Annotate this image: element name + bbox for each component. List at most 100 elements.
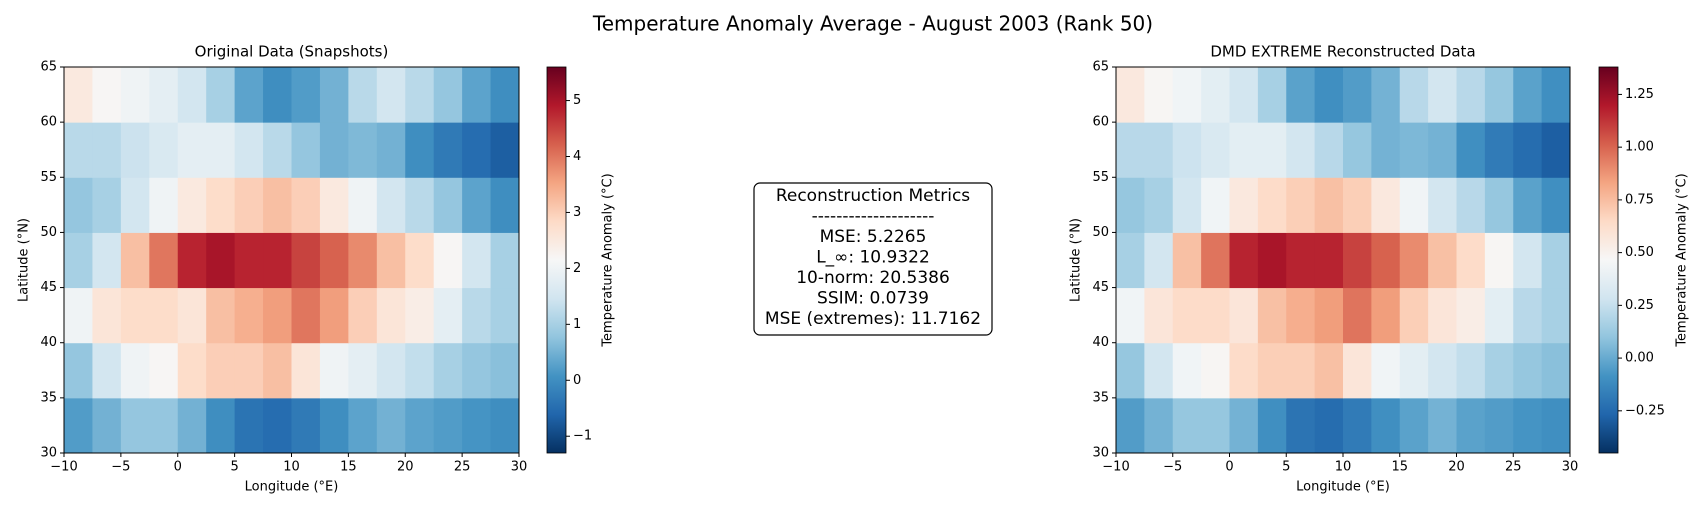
heatmap-cell <box>263 67 292 123</box>
metrics-line: -------------------- <box>812 207 935 227</box>
heatmap-cell <box>1257 67 1287 123</box>
heatmap-cell <box>206 397 236 454</box>
heatmap-cell <box>1428 177 1457 233</box>
heatmap-cell <box>1201 287 1230 344</box>
heatmap-cell <box>1229 177 1259 233</box>
heatmap-cell <box>177 342 207 399</box>
heatmap-cell <box>206 342 236 399</box>
heatmap-cell <box>433 287 463 344</box>
heatmap-cell <box>405 232 435 289</box>
heatmap-cell <box>1229 67 1259 123</box>
x-tick-label: −10 <box>50 460 77 475</box>
heatmap-cell <box>291 67 321 123</box>
heatmap-cell <box>1399 122 1429 178</box>
heatmap-cell <box>405 67 435 123</box>
heatmap-cell <box>462 122 492 178</box>
heatmap-cell <box>405 397 435 454</box>
heatmap-cell <box>462 177 492 233</box>
y-tick-label: 35 <box>40 390 57 405</box>
heatmap-cell <box>1399 67 1429 123</box>
colorbar-tick-label: 0.25 <box>1625 298 1654 313</box>
heatmap-cell <box>177 287 207 344</box>
heatmap-cell <box>1513 287 1543 344</box>
heatmap-cell <box>348 122 378 178</box>
heatmap-cell <box>319 177 349 233</box>
x-tick-label: 30 <box>1562 460 1579 475</box>
colorbar-tick-label: 1 <box>573 317 581 332</box>
y-tick-label: 50 <box>1092 225 1109 240</box>
heatmap-cell <box>1201 177 1230 233</box>
heatmap-cell <box>92 397 122 454</box>
heatmap-cell <box>319 67 349 123</box>
heatmap-cell <box>1257 232 1287 289</box>
x-axis-label: Longitude (°E) <box>1296 480 1390 495</box>
heatmap-cell <box>1172 232 1202 289</box>
heatmap-cell <box>1229 122 1259 178</box>
y-tick-label: 35 <box>1092 390 1109 405</box>
colorbar-tick-label: 2 <box>573 261 581 276</box>
heatmap-cell <box>1343 67 1372 123</box>
colorbar-tick-label: 4 <box>573 149 581 164</box>
heatmap-cell <box>1428 232 1457 289</box>
heatmap-cell <box>120 67 150 123</box>
heatmap-cell <box>1484 232 1514 289</box>
heatmap-cell <box>1484 342 1514 399</box>
heatmap-cell <box>405 287 435 344</box>
heatmap-cell <box>462 67 492 123</box>
heatmap-cell <box>177 67 207 123</box>
heatmap-cell <box>1343 177 1372 233</box>
y-tick-label: 30 <box>1092 446 1109 461</box>
heatmap-cell <box>376 287 406 344</box>
heatmap-cell <box>490 287 520 344</box>
y-tick-label: 30 <box>40 446 57 461</box>
x-tick-label: 15 <box>1391 460 1408 475</box>
heatmap-cell <box>462 287 492 344</box>
heatmap-cell <box>1144 232 1174 289</box>
heatmap-cell <box>1371 232 1401 289</box>
x-tick-label: 20 <box>397 460 414 475</box>
heatmap-cell <box>1428 67 1457 123</box>
y-tick-label: 65 <box>1092 60 1109 75</box>
heatmap-cell <box>1541 122 1571 178</box>
heatmap-cell <box>263 287 292 344</box>
heatmap-cell <box>64 177 93 233</box>
heatmap-cell <box>64 397 93 454</box>
heatmap-cell <box>1286 287 1316 344</box>
heatmap-cell <box>1484 397 1514 454</box>
heatmap-cell <box>376 122 406 178</box>
x-axis-label: Longitude (°E) <box>245 480 339 495</box>
heatmap-cell <box>263 177 292 233</box>
heatmap-cell <box>1484 122 1514 178</box>
heatmap-cell <box>1172 177 1202 233</box>
heatmap-cell <box>348 177 378 233</box>
heatmap-cell <box>490 67 520 123</box>
heatmap-cell <box>1172 397 1202 454</box>
y-axis-label: Latitude (°N) <box>17 218 32 302</box>
heatmap-cell <box>1116 177 1145 233</box>
heatmap-cell <box>234 232 264 289</box>
heatmap-cell <box>1229 397 1259 454</box>
heatmap-cell <box>1371 122 1401 178</box>
y-tick-label: 65 <box>40 60 57 75</box>
heatmap-cell <box>1484 287 1514 344</box>
heatmap-cell <box>1541 67 1571 123</box>
heatmap-cell <box>1371 342 1401 399</box>
heatmap-cell <box>1428 342 1457 399</box>
heatmap-cell <box>348 67 378 123</box>
heatmap-cell <box>1116 67 1145 123</box>
heatmap-cell <box>64 287 93 344</box>
heatmap-cell <box>177 177 207 233</box>
heatmap-cell <box>1144 122 1174 178</box>
heatmap-cell <box>1399 397 1429 454</box>
colorbar-label: Temperature Anomaly (°C) <box>601 173 616 347</box>
x-tick-label: 25 <box>1505 460 1522 475</box>
heatmap-cell <box>1116 122 1145 178</box>
colorbar-tick-label: 3 <box>573 205 581 220</box>
heatmap-cell <box>1456 287 1486 344</box>
colorbar-tick-label: −0.25 <box>1625 403 1665 418</box>
heatmap-cell <box>1541 177 1571 233</box>
heatmap-cell <box>1286 342 1316 399</box>
heatmap-cell <box>1399 342 1429 399</box>
heatmap-cell <box>291 342 321 399</box>
heatmap-cell <box>319 122 349 178</box>
